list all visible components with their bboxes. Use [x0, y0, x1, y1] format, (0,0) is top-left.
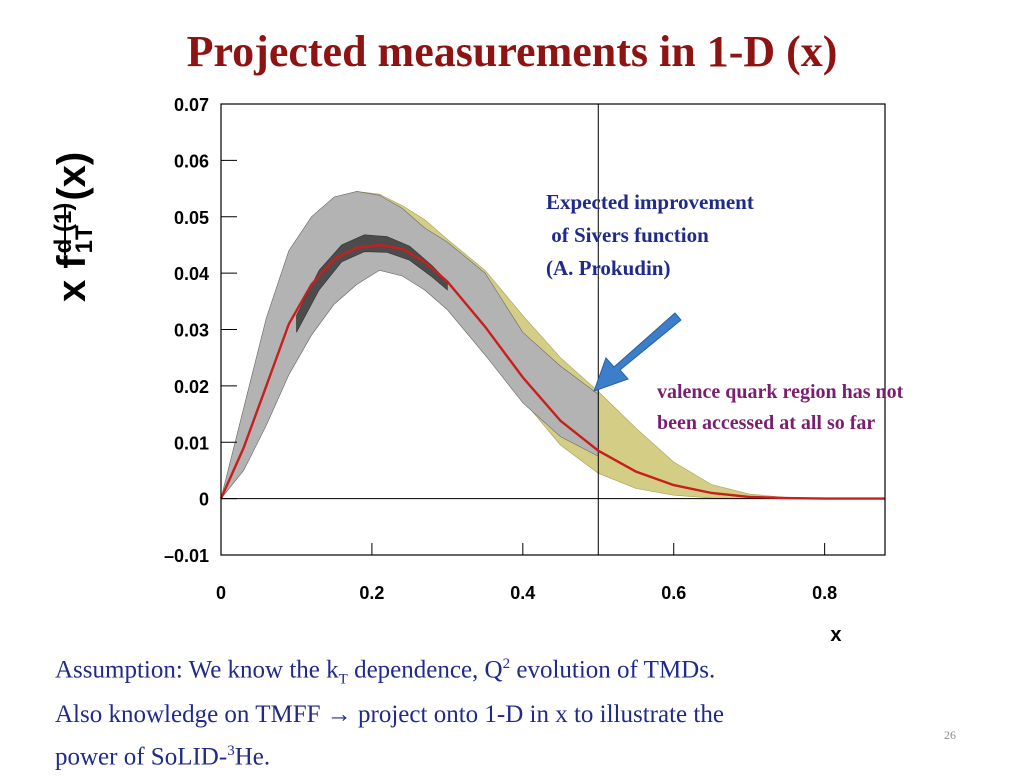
axes-frame	[220, 103, 886, 556]
footer-part-5: project onto 1-D in x to illustrate the	[351, 701, 724, 729]
y-tick-label: 0.01	[174, 433, 209, 453]
footer-part-1: Assumption: We know the k	[55, 656, 339, 684]
valence-line-1: valence quark region has not	[657, 381, 904, 403]
curve-layer	[219, 243, 885, 500]
y-axis-label-suffix: (x)	[50, 151, 94, 201]
right-arrow-icon: →	[326, 701, 352, 729]
y-tick-label: 0	[199, 490, 209, 510]
footer-part-7: He.	[234, 743, 271, 771]
y-axis-label-superscript: d (1)	[49, 202, 77, 254]
y-tick-label: 0.05	[174, 208, 209, 228]
footer-part-3: evolution of TMDs.	[510, 656, 716, 684]
x-axis-label: x	[830, 624, 841, 646]
y-tick-label: –0.01	[164, 546, 209, 566]
y-axis-label-subscript: 1T	[71, 225, 99, 254]
expected-line-2: of Sivers function	[546, 223, 709, 247]
plot-frame	[220, 103, 886, 556]
y-tick-label: 0.06	[174, 151, 209, 171]
footer-part-2: dependence, Q	[347, 656, 503, 684]
valence-region-note: valence quark region has not been access…	[657, 377, 1017, 439]
x-tick-label: 0.6	[661, 583, 686, 603]
y-tick-label: 0.02	[174, 377, 209, 397]
expected-improvement-note: Expected improvement of Sivers function (…	[546, 186, 846, 285]
x-tick-label: 0.8	[812, 583, 837, 603]
expected-line-1: Expected improvement	[546, 190, 754, 214]
arrow-layer	[593, 312, 682, 392]
y-tick-label: 0.04	[174, 264, 209, 284]
y-axis-label-stack: d (1) 1T	[49, 202, 99, 254]
tick-labels: –0.01 0 0.01 0.02 0.03 0.04 0.05 0.06 0.07 0 0.2 0.…	[164, 95, 842, 646]
y-axis-label-prefix: x f	[50, 255, 94, 302]
assumption-text: Assumption: We know the kT dependence, Q…	[55, 646, 985, 776]
x-tick-label: 0	[216, 583, 226, 603]
page-number: 26	[944, 728, 956, 742]
valence-line-2: been accessed at all so far	[657, 412, 876, 434]
footer-part-4: Also knowledge on TMFF	[55, 701, 327, 729]
x-tick-label: 0.4	[510, 583, 535, 603]
pointer-arrow-icon	[593, 312, 682, 392]
footer-part-6: power of SoLID-	[55, 743, 228, 771]
reference-lines	[221, 104, 885, 555]
footer-he3-sup: 3	[227, 743, 235, 760]
y-tick-label: 0.07	[174, 95, 209, 115]
footer-kt-sub: T	[338, 671, 348, 688]
y-tick-label: 0.03	[174, 321, 209, 341]
slide-title: Projected measurements in 1-D (x)	[186, 27, 838, 76]
central-curve	[219, 243, 885, 500]
footer-q2-sup: 2	[502, 656, 511, 672]
x-tick-label: 0.2	[359, 583, 384, 603]
expected-line-3: (A. Prokudin)	[546, 256, 671, 280]
